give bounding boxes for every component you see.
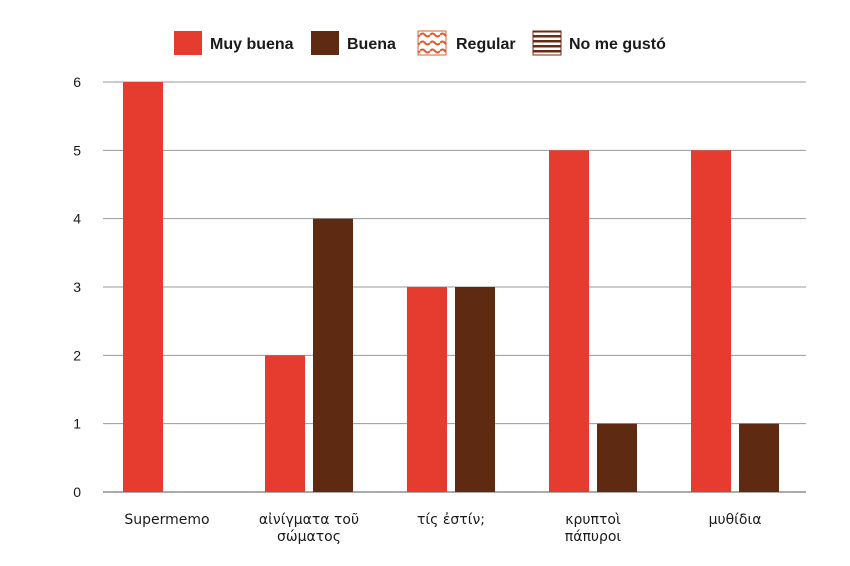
y-tick-label-0: 0 (73, 484, 81, 500)
y-axis-ticks: 0 1 2 3 4 5 6 (73, 74, 81, 500)
x-category-label-line: κρυπτοὶ (565, 512, 621, 528)
y-tick-label-1: 1 (73, 416, 81, 432)
bar-muy-buena-3 (549, 150, 589, 493)
legend-label-no-me-gusto: No me gustó (569, 36, 666, 53)
y-tick-label-2: 2 (73, 347, 81, 363)
legend-label-muy-buena: Muy buena (210, 36, 294, 53)
x-category-label-2: τίς ἐστίν; (417, 512, 485, 528)
bar-muy-buena-4 (691, 150, 731, 493)
y-tick-label-5: 5 (73, 142, 81, 158)
chart-legend: Muy buena Buena Regular No me gustó (174, 30, 666, 56)
bar-buena-3 (597, 423, 637, 492)
x-category-label-4: μυθίδια (709, 512, 762, 528)
x-category-label-line: μυθίδια (709, 512, 762, 528)
bars (123, 82, 779, 493)
x-category-label-line: τίς ἐστίν; (417, 512, 485, 528)
y-gridlines (103, 81, 806, 493)
x-category-label-0: Supermemo (124, 512, 209, 528)
legend-swatch-muy-buena (174, 31, 202, 55)
x-category-label-line: σώματος (277, 529, 341, 545)
bar-buena-4 (739, 423, 779, 492)
legend-swatch-buena (311, 31, 339, 55)
bar-buena-2 (455, 287, 495, 492)
legend-swatch-regular (417, 30, 447, 56)
legend-label-buena: Buena (347, 36, 396, 53)
bar-muy-buena-1 (265, 355, 305, 492)
legend-label-regular: Regular (456, 36, 516, 53)
bar-muy-buena-0 (123, 82, 163, 492)
y-tick-label-6: 6 (73, 74, 81, 90)
y-tick-label-4: 4 (73, 211, 81, 227)
x-category-label-line: αἰνίγματα τοῦ (259, 512, 359, 528)
x-category-label-line: Supermemo (124, 512, 209, 528)
bar-buena-1 (313, 218, 353, 492)
x-category-label-1: αἰνίγματα τοῦ σώματος (259, 512, 359, 545)
x-category-label-line: πάπυροι (565, 529, 622, 545)
bar-muy-buena-2 (407, 287, 447, 492)
y-tick-label-3: 3 (73, 279, 81, 295)
x-axis-category-labels: Supermemo αἰνίγματα τοῦ σώματος τίς ἐστίν; κ… (124, 512, 761, 545)
legend-swatch-no-me-gusto (532, 30, 562, 56)
x-category-label-3: κρυπτοὶ πάπυροι (565, 512, 622, 545)
